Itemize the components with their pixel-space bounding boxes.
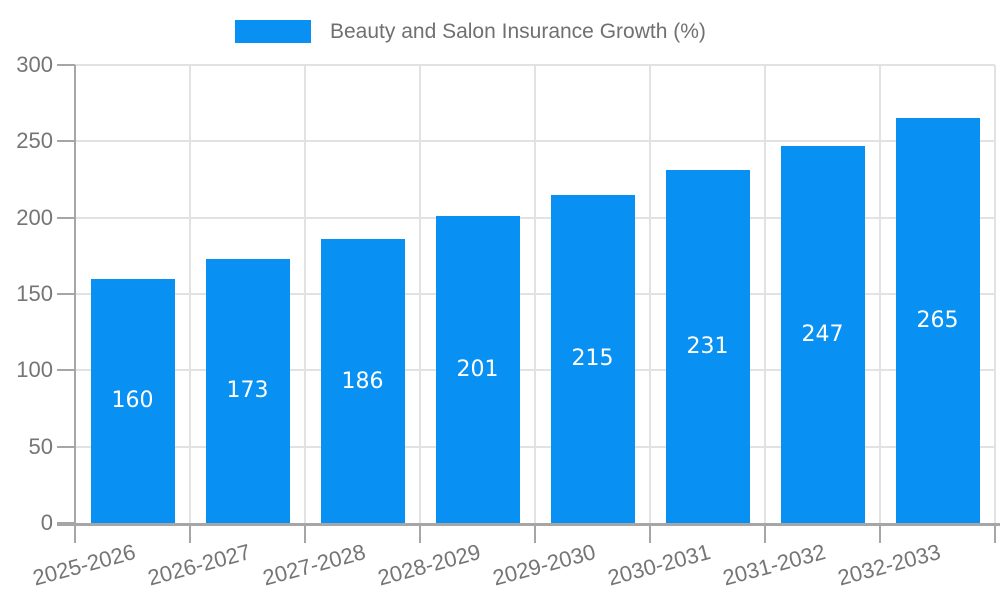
gridline-vertical: [994, 65, 996, 523]
x-tick-label: 2025-2026: [30, 539, 139, 591]
y-tick-label: 250: [16, 128, 53, 154]
y-axis-tick: [57, 293, 75, 295]
x-axis-tick: [419, 523, 421, 543]
x-axis-tick: [534, 523, 536, 543]
gridline-vertical: [879, 65, 881, 523]
gridline-vertical: [419, 65, 421, 523]
y-axis-tick: [57, 369, 75, 372]
bar-value-label: 231: [686, 334, 729, 360]
x-axis-tick: [879, 523, 881, 543]
x-axis-tick: [649, 523, 651, 543]
bar[interactable]: 160: [90, 278, 175, 523]
x-axis-tick: [189, 523, 191, 543]
y-axis-line: [74, 65, 76, 543]
bar-value-label: 201: [456, 357, 499, 383]
y-tick-label: 300: [16, 52, 53, 77]
gridline-vertical: [304, 65, 306, 523]
bar-value-label: 247: [801, 321, 844, 347]
x-tick-label: 2028-2029: [375, 539, 484, 591]
x-tick-label: 2031-2032: [720, 539, 829, 591]
y-axis-tick: [57, 140, 75, 143]
bar-value-label: 265: [916, 308, 959, 334]
gridline-vertical: [189, 65, 191, 523]
bar-value-label: 186: [341, 368, 384, 394]
x-tick-label: 2026-2027: [145, 539, 254, 591]
bar[interactable]: 201: [435, 216, 520, 523]
x-axis-tick: [764, 523, 766, 543]
y-tick-label: 200: [16, 204, 53, 230]
x-axis-tick: [994, 523, 996, 543]
x-tick-label: 2027-2028: [260, 539, 369, 591]
y-tick-label: 0: [40, 510, 53, 535]
y-axis-tick: [57, 216, 75, 219]
bar[interactable]: 265: [895, 118, 980, 523]
gridline-vertical: [764, 65, 766, 523]
legend-color-swatch: [235, 20, 311, 43]
legend[interactable]: Beauty and Salon Insurance Growth (%): [235, 20, 706, 43]
x-tick-label: 2032-2033: [835, 539, 944, 591]
bar[interactable]: 173: [205, 258, 290, 523]
bar[interactable]: 186: [320, 239, 405, 523]
bar-value-label: 173: [226, 378, 269, 404]
x-tick-label: 2029-2030: [490, 539, 599, 591]
x-tick-label: 2030-2031: [605, 539, 714, 591]
bar[interactable]: 215: [550, 194, 635, 523]
bar[interactable]: 247: [780, 145, 865, 523]
legend-label: Beauty and Salon Insurance Growth (%): [330, 20, 706, 43]
gridline-vertical: [649, 65, 651, 523]
y-tick-label: 100: [16, 357, 53, 383]
gridline-vertical: [534, 65, 536, 523]
x-axis-line: [57, 523, 1000, 526]
bar-value-label: 160: [111, 388, 154, 414]
x-axis-tick: [304, 523, 306, 543]
y-tick-label: 50: [28, 433, 53, 459]
y-tick-label: 150: [16, 281, 53, 306]
y-axis-tick: [57, 64, 75, 66]
y-axis-tick: [57, 445, 75, 448]
bar[interactable]: 231: [665, 170, 750, 523]
bar-value-label: 215: [571, 346, 614, 372]
